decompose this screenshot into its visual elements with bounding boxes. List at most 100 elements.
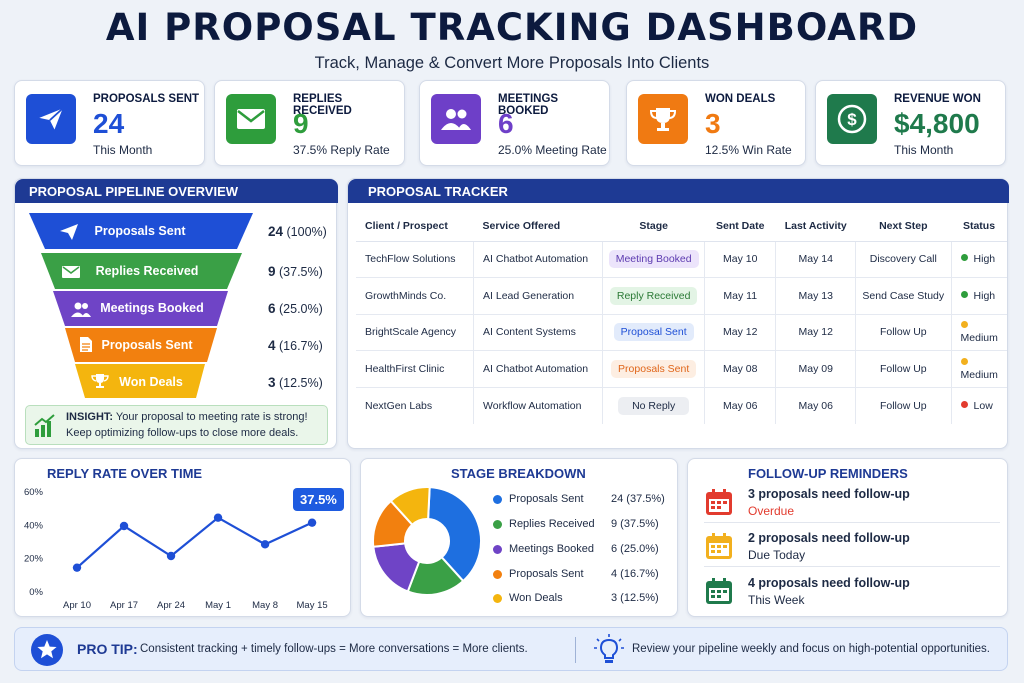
cell-sent-date: May 12 — [704, 313, 777, 351]
lightbulb-icon — [594, 634, 624, 663]
funnel-stage-5 — [75, 364, 205, 398]
cell-last-activity: May 12 — [775, 313, 857, 351]
y-tick-label: 60% — [24, 487, 44, 498]
proposal-table: Client / Prospect Service Offered Stage … — [356, 211, 1007, 424]
cell-next-step: Follow Up — [855, 386, 952, 424]
table-header-row: Client / Prospect Service Offered Stage … — [356, 211, 1007, 242]
data-point — [166, 551, 176, 561]
reminder-text: 3 proposals need follow-up — [748, 487, 910, 501]
y-tick-label: 0% — [29, 587, 43, 598]
cell-service: AI Content Systems — [473, 313, 604, 351]
kpi-value: 24 — [93, 108, 125, 139]
calendar-icon — [706, 489, 732, 515]
table-row[interactable]: HealthFirst Clinic AI Chatbot Automation… — [356, 350, 1007, 388]
table-row[interactable]: GrowthMinds Co. AI Lead Generation Reply… — [356, 277, 1007, 315]
cell-next-step: Follow Up — [855, 350, 952, 388]
y-tick-label: 20% — [24, 554, 44, 565]
reminder-item[interactable]: 2 proposals need follow-up Due Today — [704, 531, 1000, 567]
cell-service: Workflow Automation — [473, 386, 604, 424]
stage-breakdown-panel: STAGE BREAKDOWN Proposals Sent 24 (37.5%)… — [360, 458, 678, 617]
cell-client: NextGen Labs — [356, 386, 475, 424]
reminder-item[interactable]: 4 proposals need follow-up This Week — [704, 576, 1000, 612]
legend-swatch — [493, 495, 502, 504]
funnel-value: 3 (12.5%) — [268, 375, 323, 390]
cell-next-step: Send Case Study — [855, 277, 952, 315]
kpi-label: WON DEALS — [705, 93, 776, 105]
status-dot — [960, 290, 968, 298]
funnel-stage-4 — [65, 328, 217, 362]
cell-next-step: Follow Up — [855, 313, 952, 351]
paper-plane-icon — [26, 94, 76, 144]
table-row[interactable]: NextGen Labs Workflow Automation No Repl… — [356, 386, 1007, 424]
cell-last-activity: May 06 — [775, 386, 857, 424]
pro-tip-bar: PRO TIP: Consistent tracking + timely fo… — [14, 627, 1008, 671]
cell-client: BrightScale Agency — [356, 313, 475, 351]
kpi-value: 6 — [498, 108, 514, 139]
reminder-item[interactable]: 3 proposals need follow-up Overdue — [704, 487, 1000, 523]
legend-swatch — [493, 594, 502, 603]
star-icon — [31, 634, 63, 666]
status-label: High — [973, 289, 996, 302]
envelope-icon — [62, 266, 80, 278]
cell-sent-date: May 08 — [704, 350, 777, 388]
funnel-label: Won Deals — [119, 375, 183, 389]
legend-swatch — [493, 570, 502, 579]
stage-badge: Meeting Booked — [608, 250, 699, 269]
kpi-sub: 37.5% Reply Rate — [293, 143, 390, 157]
pipeline-title: PROPOSAL PIPELINE OVERVIEW — [15, 179, 338, 203]
data-point — [119, 521, 129, 531]
kpi-won-deals: WON DEALS 3 12.5% Win Rate — [626, 80, 806, 166]
tracker-panel: PROPOSAL TRACKER Client / Prospect Servi… — [347, 178, 1009, 449]
x-tick-label: May 1 — [205, 600, 231, 611]
reminder-text: 2 proposals need follow-up — [748, 531, 910, 545]
funnel-value: 9 (37.5%) — [268, 264, 323, 279]
status-label: High — [973, 253, 996, 266]
reply-rate-panel: REPLY RATE OVER TIME 37.5% 60% 40% 20% 0% Ap… — [14, 458, 351, 617]
legend-swatch — [493, 545, 502, 554]
cell-next-step: Discovery Call — [855, 240, 952, 278]
legend-swatch — [493, 520, 502, 529]
cell-last-activity: May 09 — [775, 350, 857, 388]
stage-badge: Proposal Sent — [613, 323, 694, 342]
column-header: Next Step — [855, 211, 952, 242]
kpi-sub: This Month — [894, 143, 954, 157]
kpi-meetings-booked: MEETINGS BOOKED 6 25.0% Meeting Rate — [419, 80, 610, 166]
tip-text: Consistent tracking + timely follow-ups … — [140, 643, 528, 655]
reply-rate-chart: 60% 40% 20% 0% Apr 10 Apr 17 Apr 24 May 1 May 8 M… — [24, 487, 328, 611]
reminder-sub: Overdue — [748, 504, 795, 518]
status-dot — [960, 321, 968, 329]
data-point — [307, 518, 317, 527]
trophy-icon — [638, 94, 688, 144]
column-header: Service Offered — [473, 211, 603, 242]
table-row[interactable]: TechFlow Solutions AI Chatbot Automation… — [356, 240, 1007, 278]
divider — [575, 637, 576, 663]
reminder-sub: Due Today — [748, 548, 806, 562]
funnel-label: Replies Received — [95, 264, 199, 278]
y-tick-label: 40% — [24, 520, 44, 531]
document-icon — [80, 337, 92, 352]
x-tick-label: Apr 24 — [157, 600, 185, 611]
donut-slice — [427, 486, 482, 583]
stage-badge: Reply Received — [609, 286, 698, 305]
page-title: AI PROPOSAL TRACKING DASHBOARD — [105, 6, 919, 49]
cell-sent-date: May 10 — [704, 240, 777, 278]
funnel-stage-3 — [53, 291, 228, 326]
cell-client: TechFlow Solutions — [356, 240, 475, 278]
x-tick-label: Apr 17 — [110, 600, 138, 611]
funnel-value: 6 (25.0%) — [268, 301, 323, 316]
cell-sent-date: May 06 — [704, 386, 777, 424]
cell-client: GrowthMinds Co. — [356, 277, 475, 315]
series-line — [76, 516, 313, 569]
kpi-sub: 12.5% Win Rate — [705, 143, 792, 157]
table-row[interactable]: BrightScale Agency AI Content Systems Pr… — [356, 313, 1007, 351]
funnel-value: 4 (16.7%) — [268, 338, 323, 353]
cell-service: AI Lead Generation — [473, 277, 604, 315]
calendar-icon — [706, 533, 732, 559]
cell-service: AI Chatbot Automation — [473, 240, 604, 278]
column-header: Sent Date — [704, 211, 776, 242]
status-dot — [960, 254, 968, 262]
calendar-icon — [706, 578, 732, 604]
column-header: Last Activity — [775, 211, 856, 242]
kpi-sub: This Month — [93, 143, 153, 157]
page-subtitle: Track, Manage & Convert More Proposals I… — [314, 54, 710, 72]
